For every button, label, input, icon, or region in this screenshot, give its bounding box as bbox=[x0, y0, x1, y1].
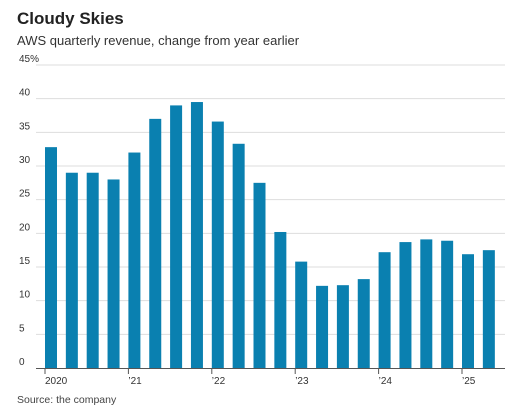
x-tick-label: ’25 bbox=[462, 376, 476, 387]
x-tick-label: ’22 bbox=[212, 376, 226, 387]
x-tick-label: ’23 bbox=[295, 376, 309, 387]
bar bbox=[149, 118, 162, 368]
bar bbox=[232, 143, 245, 368]
bar bbox=[378, 252, 391, 368]
y-tick-label: 45% bbox=[19, 54, 39, 65]
axes: 0 5 10 15 20 25 30 35 40 45% 2020 ’21 ’22 ’23 ’24 ’25 bbox=[19, 54, 505, 387]
y-tick-label: 20 bbox=[19, 222, 31, 233]
y-tick-label: 5 bbox=[19, 323, 25, 334]
bar bbox=[357, 279, 370, 368]
bar bbox=[462, 254, 474, 368]
bar bbox=[170, 105, 183, 369]
chart-title: Cloudy Skies bbox=[17, 9, 124, 28]
bar bbox=[420, 239, 433, 368]
bar bbox=[65, 172, 78, 368]
chart-subtitle: AWS quarterly revenue, change from year … bbox=[17, 33, 300, 48]
bar bbox=[441, 240, 454, 368]
gridlines bbox=[36, 64, 505, 335]
bar bbox=[45, 147, 57, 368]
y-tick-label: 30 bbox=[19, 155, 31, 166]
x-tick-label: ’24 bbox=[379, 376, 393, 387]
bar bbox=[128, 152, 141, 368]
bar bbox=[336, 285, 349, 368]
bar bbox=[190, 102, 203, 369]
bar bbox=[316, 285, 329, 368]
bar bbox=[295, 261, 308, 368]
bar bbox=[399, 242, 412, 368]
bar bbox=[107, 179, 120, 368]
y-tick-label: 40 bbox=[19, 88, 31, 99]
bar bbox=[482, 250, 495, 368]
y-tick-label: 25 bbox=[19, 189, 31, 200]
bar bbox=[253, 182, 266, 368]
x-tick-label: 2020 bbox=[45, 376, 68, 387]
y-tick-label: 10 bbox=[19, 290, 31, 301]
bar bbox=[274, 231, 287, 368]
bar bbox=[86, 172, 99, 368]
chart-source: Source: the company bbox=[17, 394, 117, 406]
bar bbox=[211, 121, 224, 368]
y-tick-label: 0 bbox=[19, 357, 25, 368]
x-tick-label: ’21 bbox=[128, 376, 142, 387]
bars bbox=[45, 102, 495, 369]
y-tick-label: 15 bbox=[19, 256, 31, 267]
y-tick-label: 35 bbox=[19, 121, 31, 132]
